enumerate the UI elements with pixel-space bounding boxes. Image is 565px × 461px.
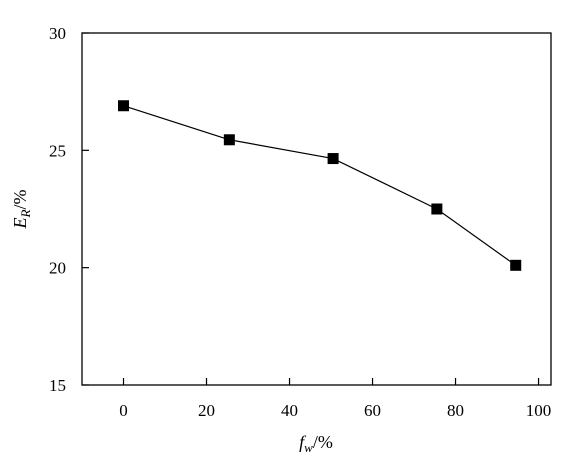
x-tick-label: 100	[526, 401, 552, 420]
data-point	[327, 153, 339, 165]
y-tick-label: 30	[49, 24, 66, 43]
x-axis-title-sub: w	[304, 440, 313, 455]
series-markers	[118, 100, 522, 271]
x-tick-label: 60	[364, 401, 381, 420]
series-line	[123, 105, 517, 266]
plot-frame	[81, 32, 552, 386]
x-axis-title-unit: /%	[313, 432, 333, 452]
data-point	[510, 259, 522, 271]
data-point	[223, 134, 235, 146]
x-tick-label: 20	[198, 401, 215, 420]
x-axis-title-main: f	[299, 432, 307, 452]
y-axis-title-sub: R	[18, 209, 33, 218]
y-axis-title-main: E	[10, 217, 30, 229]
y-tick-label: 25	[49, 141, 66, 160]
x-axis-title: fw/%	[299, 432, 333, 455]
data-point	[118, 100, 130, 112]
data-point	[431, 203, 443, 215]
y-tick-label: 20	[49, 259, 66, 278]
y-tick-label: 15	[49, 376, 66, 395]
y-axis-title: ER/%	[10, 190, 33, 230]
y-axis-title-unit: /%	[10, 190, 30, 210]
x-tick-label: 40	[281, 401, 298, 420]
x-tick-label: 0	[119, 401, 128, 420]
y-axis: 15 20 25 30	[49, 24, 89, 395]
x-tick-label: 80	[447, 401, 464, 420]
x-axis: 0 20 40 60 80 100	[119, 378, 551, 420]
